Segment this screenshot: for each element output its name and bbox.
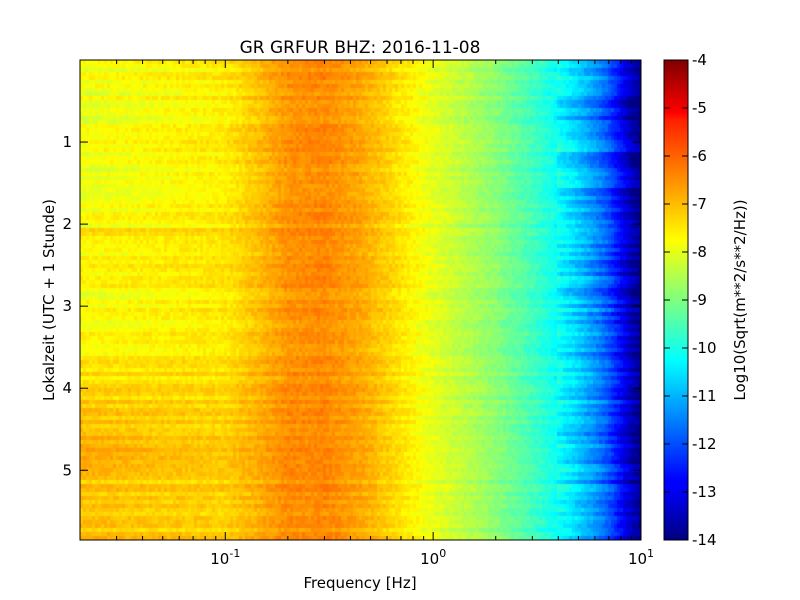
x-tick-label: 100 [420,547,446,568]
colorbar-tick-label: -5 [692,99,707,117]
chart-title: GR GRFUR BHZ: 2016-11-08 [240,38,481,58]
x-axis-label: Frequency [Hz] [303,574,416,592]
colorbar-label: Log10(Sqrt(m**2/s**2/Hz)) [731,199,749,400]
y-axis: 1 2 3 4 5 [62,133,641,479]
colorbar-tick-label: -10 [692,339,717,357]
y-axis-label: Lokalzeit (UTC + 1 Stunde) [40,199,58,401]
colorbar-tick-label: -4 [692,51,707,69]
x-tick-label-exponent: 1 [647,547,654,560]
x-tick-label-exponent: 0 [439,547,446,560]
colorbar-tick-label: -7 [692,195,707,213]
plot-frame [79,59,642,541]
colorbar-tick-label: -6 [692,147,707,165]
x-axis: 10-1 100 101 [79,60,654,568]
x-tick-label: 10-1 [210,547,240,568]
colorbar-tick-label: -12 [692,435,717,453]
y-tick-label: 3 [62,297,72,315]
colorbar-tick-label: -14 [692,531,717,549]
y-tick-label: 2 [62,215,72,233]
y-tick-label: 1 [62,133,72,151]
x-tick-label-exponent: -1 [229,547,240,560]
x-tick-label-base: 10 [628,550,647,568]
colorbar-tick-label: -11 [692,387,717,405]
y-tick-label: 4 [62,379,72,397]
colorbar-tick-label: -9 [692,291,707,309]
heatmap-area [80,60,641,540]
x-tick-label: 101 [628,547,654,568]
colorbar-axis: -4 -5 -6 -7 -8 -9 -10 -11 -12 -13 -14 [664,51,717,549]
y-tick-label: 5 [62,461,72,479]
x-tick-label-base: 10 [210,550,229,568]
x-tick-label-base: 10 [420,550,439,568]
colorbar-tick-label: -8 [692,243,707,261]
colorbar-tick-label: -13 [692,483,717,501]
spectrogram-heatmap [80,60,641,540]
